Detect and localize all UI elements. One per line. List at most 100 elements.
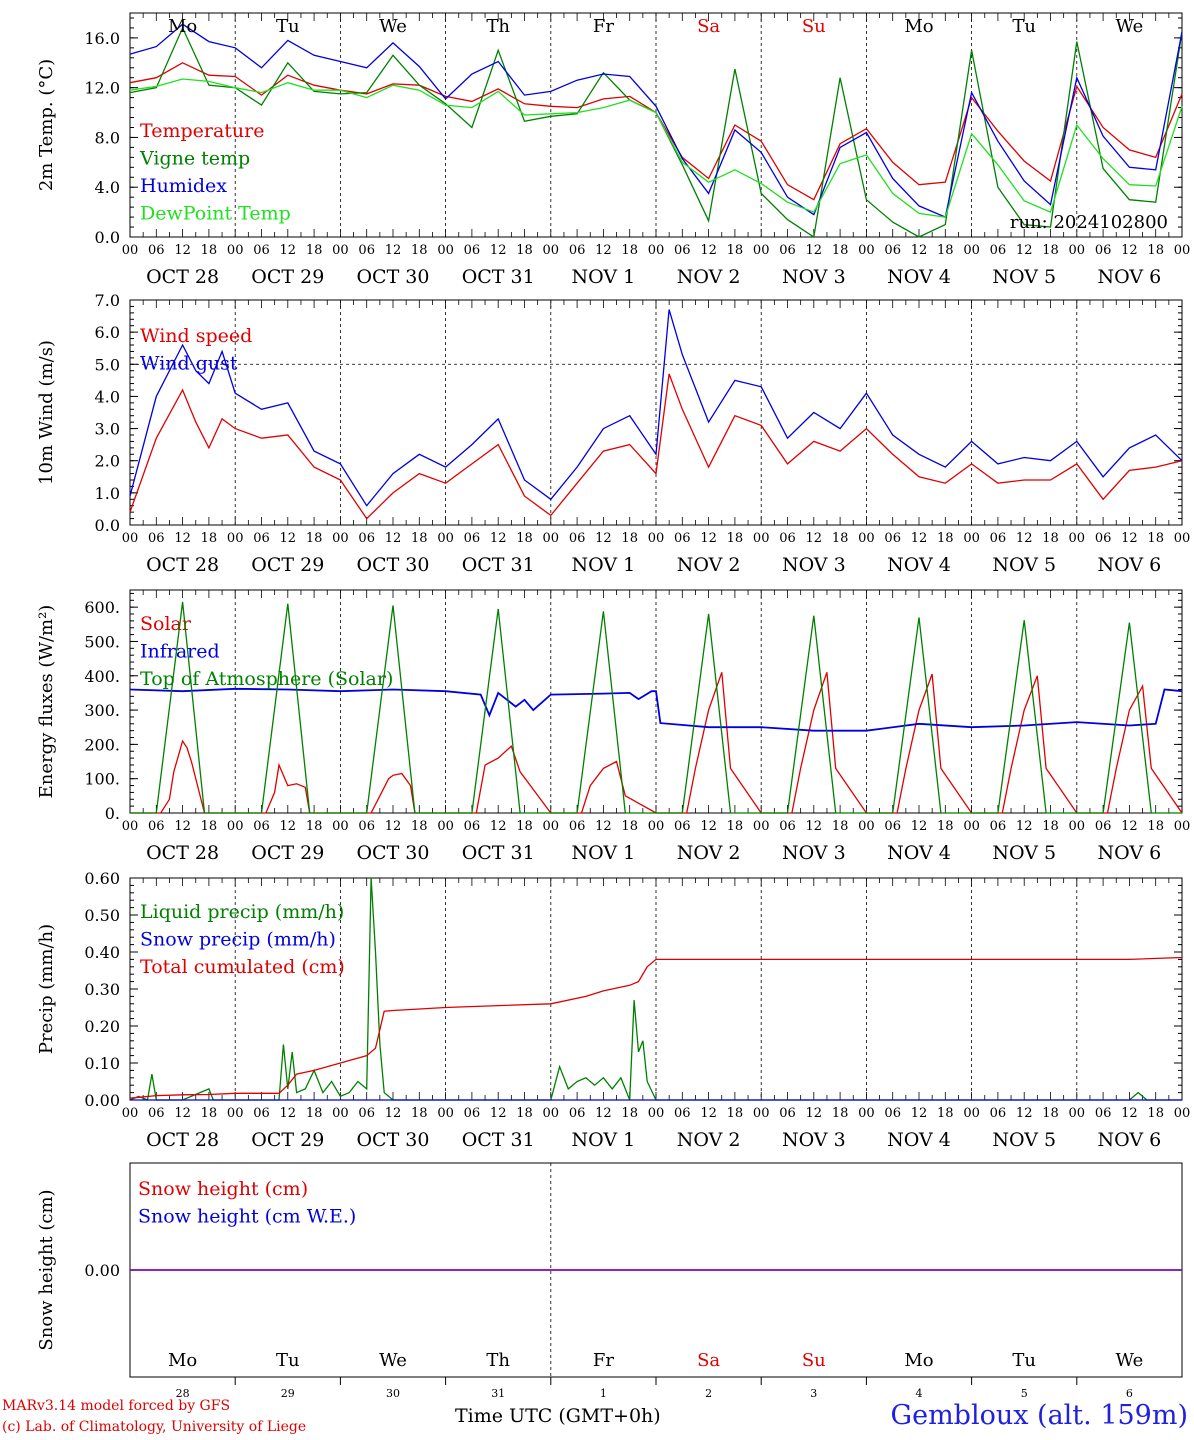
day-of-week-label: Mo xyxy=(904,1350,933,1371)
x-date-label: NOV 2 xyxy=(677,554,741,576)
y-tick-label: 4.0 xyxy=(95,387,120,406)
x-hour-label: 00 xyxy=(437,243,454,258)
series-line-total-cumulated-cm xyxy=(129,956,1183,1099)
y-tick-label: 4.0 xyxy=(95,178,120,197)
series-line-top-of-atmosphere-solar xyxy=(130,601,1182,814)
x-date-label: OCT 29 xyxy=(251,554,324,576)
plot-frame-wind xyxy=(129,299,1183,526)
x-hour-label: 12 xyxy=(174,243,191,258)
x-hour-label: 18 xyxy=(201,819,218,834)
x-hour-label: 00 xyxy=(858,1106,875,1121)
y-tick-label: 7.0 xyxy=(95,291,120,310)
day-of-week-label: We xyxy=(379,16,407,37)
x-hour-label: 00 xyxy=(437,819,454,834)
x-hour-label: 12 xyxy=(174,531,191,546)
x-hour-label: 00 xyxy=(1174,1106,1191,1121)
x-hour-label: 06 xyxy=(253,531,270,546)
y-axis-label: 10m Wind (m/s) xyxy=(36,340,57,485)
x-hour-label: 06 xyxy=(464,819,481,834)
x-hour-label: 00 xyxy=(648,1106,665,1121)
x-date-label: OCT 31 xyxy=(462,1129,535,1151)
x-date-label: NOV 4 xyxy=(887,554,951,576)
series-line-humidex xyxy=(129,23,1183,219)
x-hour-label: 18 xyxy=(411,819,428,834)
x-hour-label: 06 xyxy=(358,531,375,546)
x-hour-label: 06 xyxy=(464,243,481,258)
x-hour-label: 06 xyxy=(148,243,165,258)
x-hour-label: 00 xyxy=(1069,1106,1086,1121)
x-hour-label: 06 xyxy=(884,1106,901,1121)
x-hour-label: 00 xyxy=(1069,819,1086,834)
x-hour-label: 06 xyxy=(148,1106,165,1121)
x-hour-label: 06 xyxy=(358,1106,375,1121)
x-hour-label: 00 xyxy=(1174,243,1191,258)
day-number-label: 29 xyxy=(281,1387,295,1400)
y-tick-label: 600. xyxy=(84,598,120,617)
legend-entry: Snow precip (mm/h) xyxy=(140,929,336,951)
x-date-label: NOV 6 xyxy=(1098,842,1162,864)
x-hour-label: 06 xyxy=(779,819,796,834)
x-hour-label: 12 xyxy=(490,819,507,834)
x-date-label: OCT 29 xyxy=(251,266,324,288)
x-hour-label: 18 xyxy=(201,243,218,258)
y-tick-label: 2.0 xyxy=(95,452,120,471)
x-hour-label: 12 xyxy=(806,243,823,258)
day-of-week-label: Sa xyxy=(697,1350,720,1371)
x-hour-label: 18 xyxy=(306,819,323,834)
x-hour-label: 18 xyxy=(727,243,744,258)
x-hour-label: 18 xyxy=(937,531,954,546)
x-hour-label: 06 xyxy=(253,1106,270,1121)
x-hour-label: 12 xyxy=(1121,531,1138,546)
day-of-week-label: Fr xyxy=(593,16,614,37)
x-hour-label: 00 xyxy=(543,243,560,258)
day-number-label: 6 xyxy=(1126,1387,1133,1400)
x-hour-label: 12 xyxy=(1016,531,1033,546)
x-date-label: OCT 28 xyxy=(146,842,219,864)
x-hour-label: 18 xyxy=(516,243,533,258)
x-hour-label: 18 xyxy=(201,1106,218,1121)
x-date-label: NOV 1 xyxy=(572,266,636,288)
x-hour-label: 18 xyxy=(1147,531,1164,546)
y-tick-label: 100. xyxy=(84,770,120,789)
y-tick-label: 200. xyxy=(84,735,120,754)
x-date-label: NOV 1 xyxy=(572,1129,636,1151)
day-of-week-label: Mo xyxy=(168,16,197,37)
x-hour-label: 06 xyxy=(569,531,586,546)
x-hour-label: 06 xyxy=(569,1106,586,1121)
x-hour-label: 00 xyxy=(963,243,980,258)
day-of-week-label: We xyxy=(1116,1350,1144,1371)
x-hour-label: 06 xyxy=(253,243,270,258)
x-hour-label: 12 xyxy=(595,1106,612,1121)
x-hour-label: 00 xyxy=(963,531,980,546)
x-hour-label: 00 xyxy=(122,531,139,546)
x-hour-label: 06 xyxy=(253,819,270,834)
x-date-label: OCT 30 xyxy=(356,266,429,288)
legend-entry: Wind speed xyxy=(140,325,252,347)
x-hour-label: 12 xyxy=(280,819,297,834)
x-date-label: NOV 2 xyxy=(677,1129,741,1151)
day-of-week-label: Th xyxy=(486,16,510,37)
x-hour-label: 18 xyxy=(727,819,744,834)
x-hour-label: 18 xyxy=(1147,243,1164,258)
x-hour-label: 00 xyxy=(1069,531,1086,546)
y-tick-label: 0.00 xyxy=(84,1261,120,1280)
legend-entry: Temperature xyxy=(140,120,264,142)
day-of-week-label: Fr xyxy=(593,1350,614,1371)
x-hour-label: 06 xyxy=(358,819,375,834)
day-of-week-label: Tu xyxy=(276,1350,300,1371)
x-hour-label: 00 xyxy=(543,819,560,834)
legend-entry: Top of Atmosphere (Solar) xyxy=(140,668,393,690)
x-hour-label: 06 xyxy=(464,1106,481,1121)
day-of-week-label: Su xyxy=(802,16,826,37)
x-date-label: OCT 29 xyxy=(251,1129,324,1151)
x-hour-label: 18 xyxy=(832,531,849,546)
x-hour-label: 18 xyxy=(832,243,849,258)
x-hour-label: 18 xyxy=(832,1106,849,1121)
x-hour-label: 06 xyxy=(569,819,586,834)
x-date-label: NOV 2 xyxy=(677,842,741,864)
x-date-label: OCT 28 xyxy=(146,266,219,288)
y-tick-label: 5.0 xyxy=(95,355,120,374)
x-hour-label: 12 xyxy=(385,819,402,834)
x-hour-label: 12 xyxy=(1016,819,1033,834)
x-hour-label: 12 xyxy=(490,243,507,258)
